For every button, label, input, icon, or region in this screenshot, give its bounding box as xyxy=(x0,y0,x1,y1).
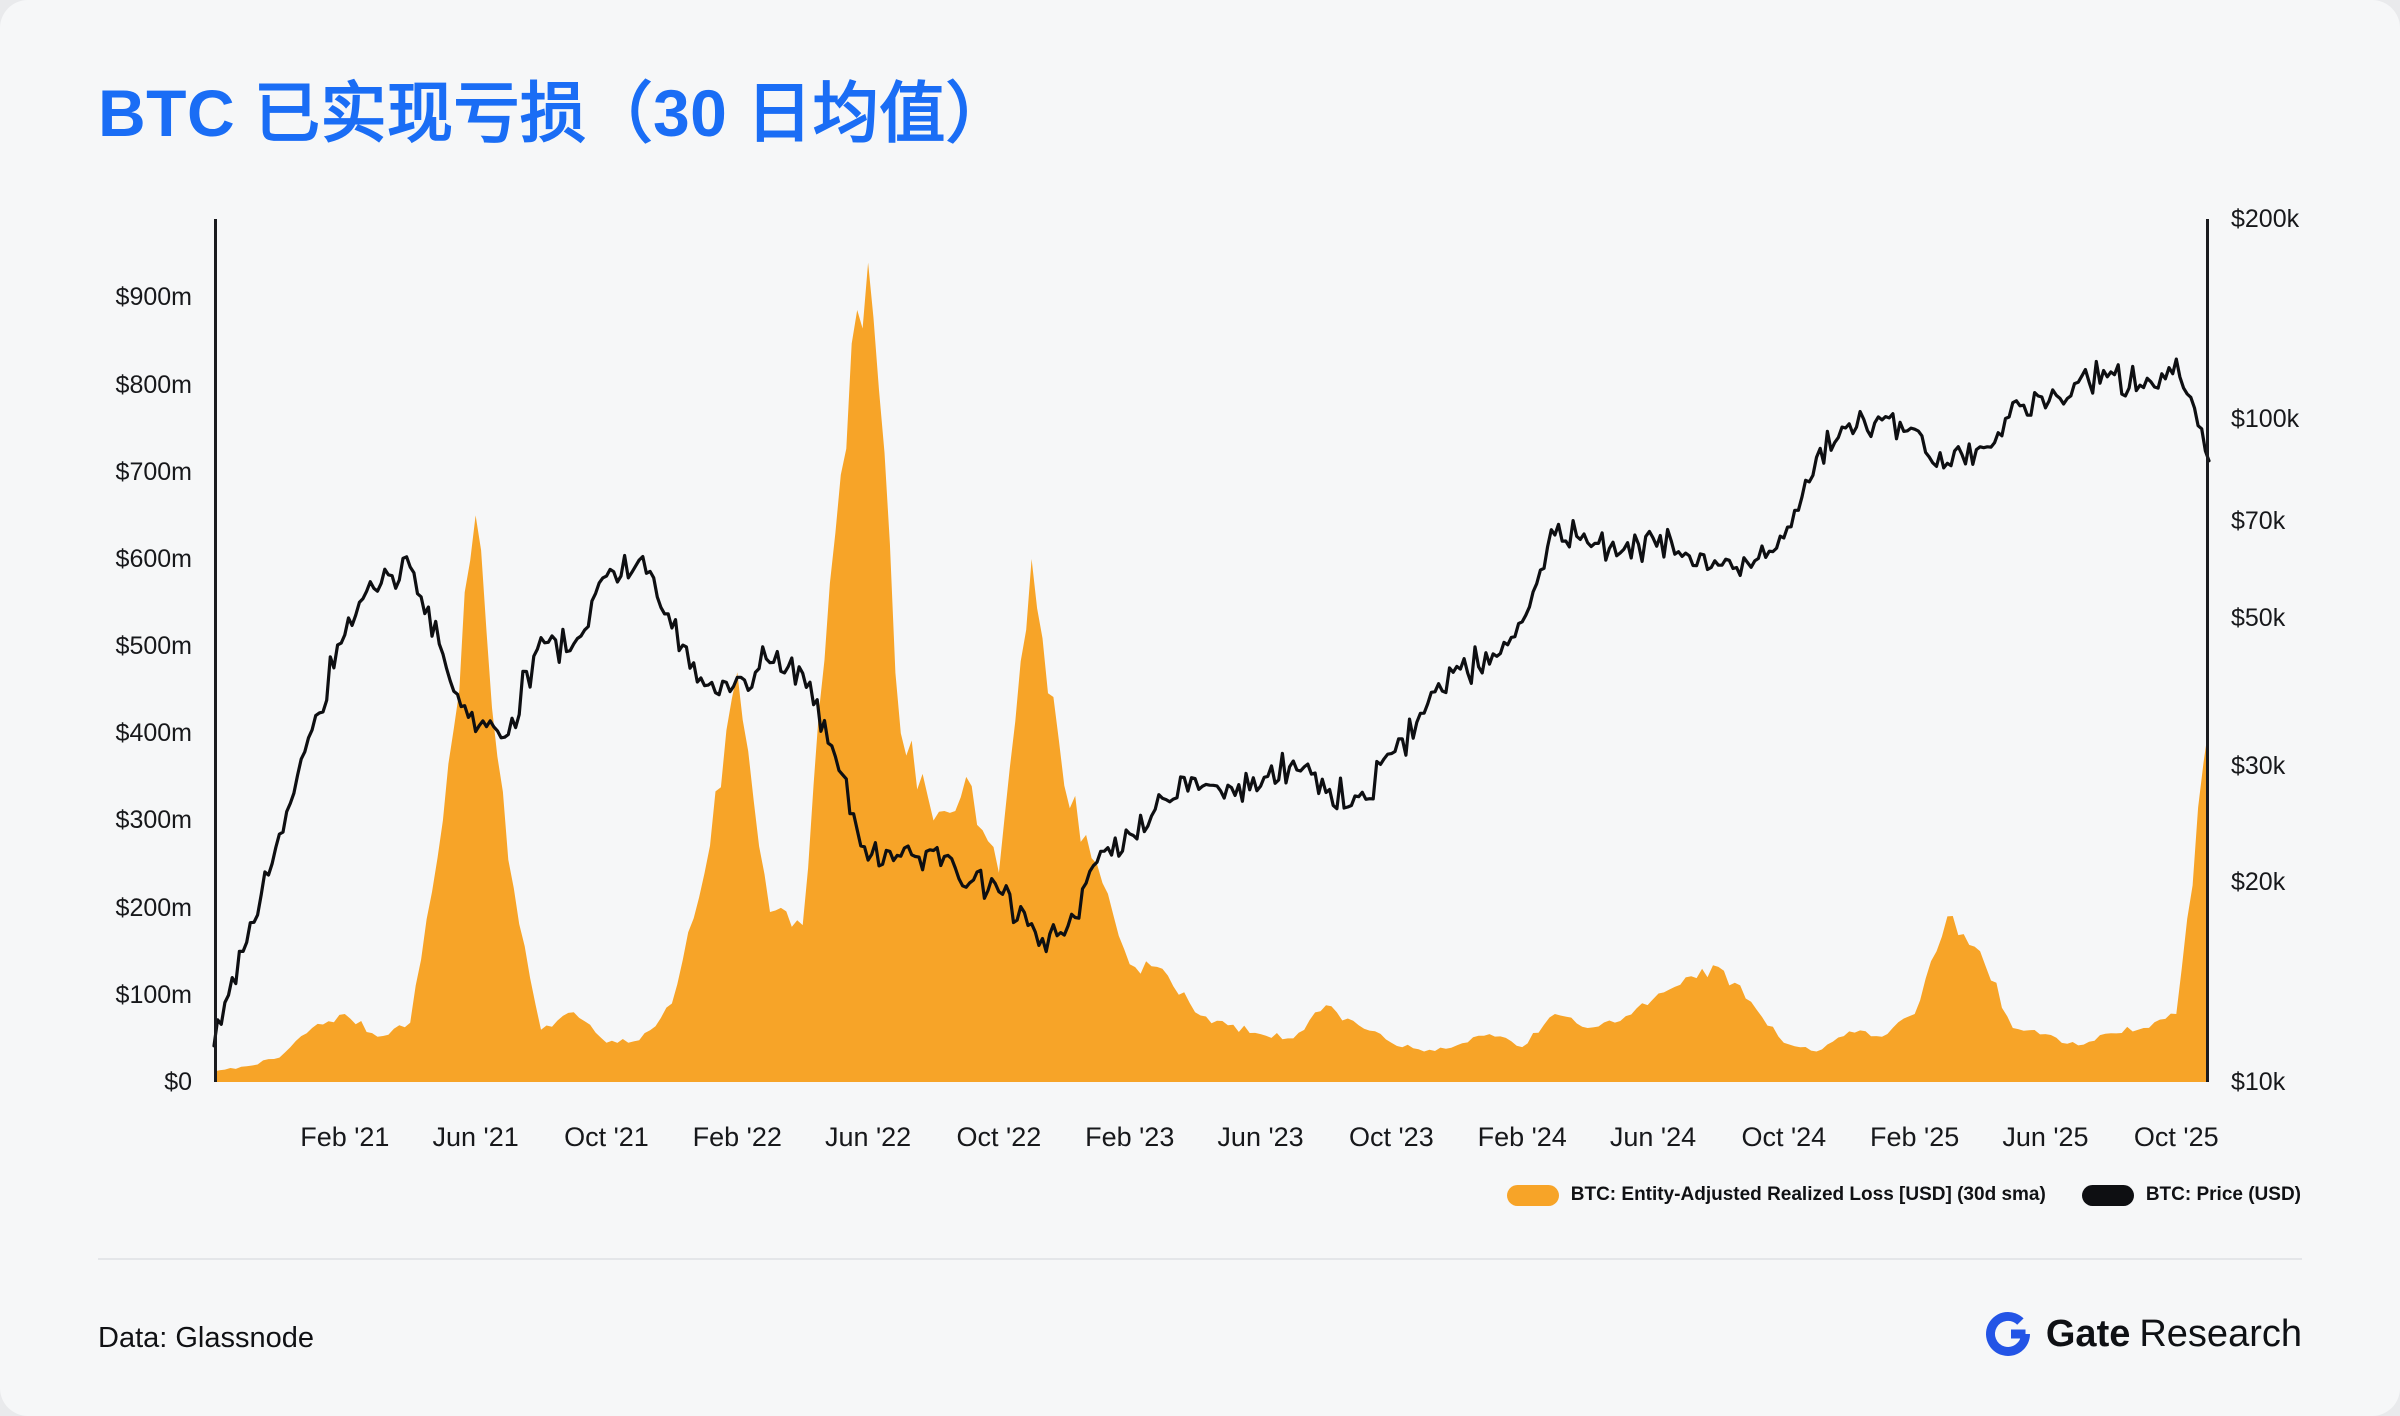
btc-price-line xyxy=(212,357,2211,1048)
data-source-label: Data: Glassnode xyxy=(98,1322,315,1354)
x-axis-tick-label: Feb '25 xyxy=(1870,1122,1960,1152)
brand-name-bold: Gate xyxy=(2045,1312,2131,1355)
right-axis-tick-label: $200k xyxy=(2231,205,2300,233)
left-axis-tick-label: $900m xyxy=(115,283,192,312)
brand-name-regular: Research xyxy=(2139,1312,2302,1355)
left-axis-tick-label: $700m xyxy=(115,457,192,486)
left-axis-tick-label: $500m xyxy=(115,632,192,661)
x-axis-tick-label: Oct '25 xyxy=(2133,1122,2219,1152)
right-axis-tick-label: $100k xyxy=(2231,404,2300,433)
legend-item-price: BTC: Price (USD) xyxy=(2081,1184,2301,1206)
left-axis-tick-label: $100m xyxy=(115,980,192,1009)
left-axis-tick-label: $300m xyxy=(115,806,192,835)
right-axis-tick-label: $50k xyxy=(2231,604,2286,633)
x-axis-tick-label: Oct '21 xyxy=(564,1122,649,1152)
x-axis-tick-label: Jun '21 xyxy=(432,1122,519,1152)
right-axis-tick-label: $70k xyxy=(2231,507,2286,536)
legend-item-loss: BTC: Entity-Adjusted Realized Loss [USD]… xyxy=(1506,1184,2046,1206)
chart-svg xyxy=(212,219,2211,1083)
right-axis-tick-label: $10k xyxy=(2231,1068,2286,1096)
legend-swatch-loss xyxy=(1506,1184,1559,1206)
gate-research-logo: Gate Research xyxy=(1984,1310,2302,1358)
legend-swatch-price xyxy=(2081,1184,2134,1206)
x-axis-tick-label: Feb '23 xyxy=(1085,1122,1175,1152)
x-axis-tick-label: Oct '22 xyxy=(956,1122,1042,1152)
x-axis-tick-label: Jun '23 xyxy=(1217,1122,1304,1152)
x-axis-tick-label: Feb '22 xyxy=(692,1122,782,1152)
x-axis-tick-label: Jun '25 xyxy=(2002,1122,2089,1152)
left-axis-tick-label: $600m xyxy=(115,544,192,573)
right-axis-tick-label: $30k xyxy=(2231,751,2286,780)
left-axis-tick-label: $800m xyxy=(115,370,192,399)
legend-label-loss: BTC: Entity-Adjusted Realized Loss [USD]… xyxy=(1570,1184,2046,1205)
left-axis-tick-label: $0 xyxy=(164,1068,192,1096)
legend-label-price: BTC: Price (USD) xyxy=(2145,1184,2301,1205)
brand-wordmark: Gate Research xyxy=(2046,1313,2302,1356)
left-axis-tick-label: $400m xyxy=(115,719,192,748)
x-axis-tick-label: Oct '24 xyxy=(1741,1122,1827,1152)
x-axis-tick-label: Jun '24 xyxy=(1609,1122,1697,1152)
x-axis-tick-label: Feb '24 xyxy=(1477,1122,1567,1152)
left-axis-tick-label: $200m xyxy=(115,893,192,922)
x-axis-tick-label: Jun '22 xyxy=(824,1122,912,1152)
right-axis-tick-label: $20k xyxy=(2231,868,2286,897)
chart-legend: BTC: Entity-Adjusted Realized Loss [USD]… xyxy=(1506,1184,2301,1206)
footer-divider xyxy=(98,1258,2302,1260)
chart-plot xyxy=(212,219,2211,1083)
page-title: BTC 已实现亏损（30 日均值） xyxy=(98,76,1013,150)
x-axis-tick-label: Oct '23 xyxy=(1349,1122,1434,1152)
gate-logo-icon xyxy=(1985,1311,2030,1356)
realized-loss-area xyxy=(214,262,2209,1083)
x-axis-tick-label: Feb '21 xyxy=(300,1122,390,1152)
